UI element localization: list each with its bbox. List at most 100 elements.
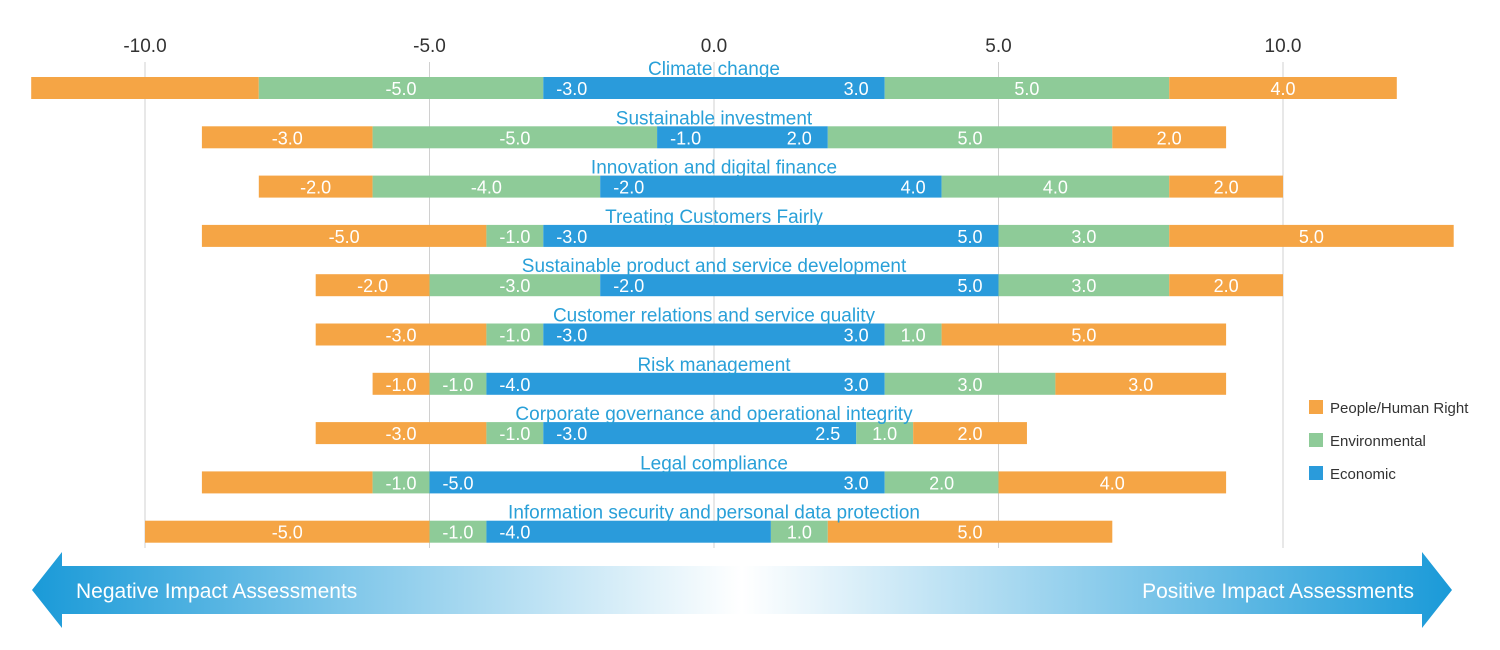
bar-economic-negative: [486, 520, 714, 543]
bar-environmental-positive: [770, 520, 828, 543]
bars: [31, 77, 1454, 543]
bar-environmental-positive: [884, 77, 1170, 99]
bar-people-positive: [827, 520, 1113, 543]
category-label: Sustainable product and service developm…: [522, 256, 907, 277]
data-label: -1.0: [386, 375, 417, 395]
data-label: -2.0: [357, 276, 388, 296]
bar-economic-negative: [486, 372, 714, 395]
data-label: 4.0: [1270, 79, 1295, 99]
bar-environmental-negative: [258, 77, 544, 99]
category-label: Climate change: [648, 59, 780, 80]
data-label: -5.0: [386, 79, 417, 99]
bar-economic-negative: [600, 274, 714, 297]
data-label: 2.0: [1214, 276, 1239, 296]
bar-economic-positive: [714, 323, 885, 346]
data-label: -5.0: [272, 523, 303, 543]
bar-environmental-positive: [998, 274, 1170, 297]
bar-environmental-negative: [429, 520, 487, 543]
data-label: 5.0: [1071, 326, 1096, 346]
data-label: -5.0: [329, 227, 360, 247]
bar-economic-negative: [543, 77, 714, 99]
data-label: 5.0: [1299, 227, 1324, 247]
data-label: -2.0: [300, 178, 331, 198]
bar-economic-positive: [714, 126, 828, 149]
category-label: Innovation and digital finance: [591, 158, 837, 179]
category-label: Treating Customers Fairly: [605, 207, 823, 228]
bar-people-positive: [913, 422, 1027, 445]
data-label: -3.0: [499, 276, 530, 296]
bar-economic-negative: [543, 422, 714, 445]
bar-people-negative: [145, 520, 430, 543]
bar-economic-positive: [714, 471, 885, 494]
data-label: 1.0: [787, 523, 812, 543]
bar-economic-positive: [714, 422, 857, 445]
x-tick-label: 0.0: [701, 36, 727, 57]
data-label: 2.0: [958, 424, 983, 444]
data-label: -4.0: [471, 178, 502, 198]
bar-people-negative: [201, 126, 373, 149]
x-tick-label: 5.0: [985, 36, 1011, 57]
data-label: 5.0: [1014, 79, 1039, 99]
bar-economic-negative: [657, 126, 714, 149]
bar-environmental-positive: [827, 126, 1113, 149]
category-label: Customer relations and service quality: [553, 306, 876, 327]
legend-label: People/Human Right: [1330, 400, 1469, 417]
data-label: 1.0: [872, 424, 897, 444]
legend-swatch: [1309, 433, 1323, 447]
bar-people-negative: [201, 471, 373, 494]
data-label: 2.0: [787, 128, 812, 148]
bar-people-positive: [1169, 224, 1454, 247]
bar-environmental-negative: [372, 126, 658, 149]
bar-environmental-negative: [486, 422, 544, 445]
impact-arrow-shape: [32, 552, 1452, 628]
data-label: 3.0: [844, 79, 869, 99]
data-label: -1.0: [670, 128, 701, 148]
bar-economic-negative: [600, 175, 714, 198]
data-label: 3.0: [1128, 375, 1153, 395]
bar-environmental-negative: [372, 471, 430, 494]
bar-environmental-negative: [486, 224, 544, 247]
data-label: 2.0: [1157, 128, 1182, 148]
data-label: -3.0: [272, 128, 303, 148]
positive-impact-label: Positive Impact Assessments: [1142, 580, 1414, 603]
bar-people-positive: [1055, 372, 1227, 395]
legend-label: Economic: [1330, 466, 1396, 483]
category-label: Corporate governance and operational int…: [515, 404, 913, 425]
x-tick-label: 10.0: [1265, 36, 1302, 57]
bar-people-negative: [201, 224, 487, 247]
legend-swatch: [1309, 400, 1323, 414]
bar-economic-positive: [714, 372, 885, 395]
x-tick-label: -10.0: [123, 36, 166, 57]
category-label: Legal compliance: [640, 453, 788, 474]
bar-environmental-negative: [429, 372, 487, 395]
data-label: 3.0: [844, 326, 869, 346]
bar-people-negative: [372, 372, 430, 395]
bar-people-negative: [258, 175, 373, 198]
bar-environmental-positive: [941, 175, 1170, 198]
bar-economic-positive: [714, 175, 942, 198]
impact-arrow: Negative Impact Assessments Positive Imp…: [32, 552, 1452, 628]
bar-environmental-positive: [884, 323, 942, 346]
bar-economic-positive: [714, 520, 771, 543]
bar-people-negative: [315, 323, 487, 346]
data-label: -3.0: [556, 326, 587, 346]
data-label: -3.0: [556, 79, 587, 99]
category-label: Risk management: [637, 355, 791, 376]
bar-people-positive: [1169, 175, 1283, 198]
bar-economic-positive: [714, 274, 999, 297]
bar-people-positive: [941, 323, 1227, 346]
data-label: -4.0: [499, 523, 530, 543]
data-label: 5.0: [958, 523, 983, 543]
bar-people-positive: [1169, 274, 1283, 297]
bar-people-negative: [31, 77, 259, 99]
data-label: -3.0: [556, 424, 587, 444]
data-label: 5.0: [958, 128, 983, 148]
bar-economic-positive: [714, 77, 885, 99]
data-label: 3.0: [844, 473, 869, 493]
data-label: -1.0: [499, 326, 530, 346]
legend-label: Environmental: [1330, 433, 1426, 450]
data-label: -1.0: [386, 473, 417, 493]
data-label: 4.0: [1043, 178, 1068, 198]
bar-people-negative: [315, 274, 430, 297]
